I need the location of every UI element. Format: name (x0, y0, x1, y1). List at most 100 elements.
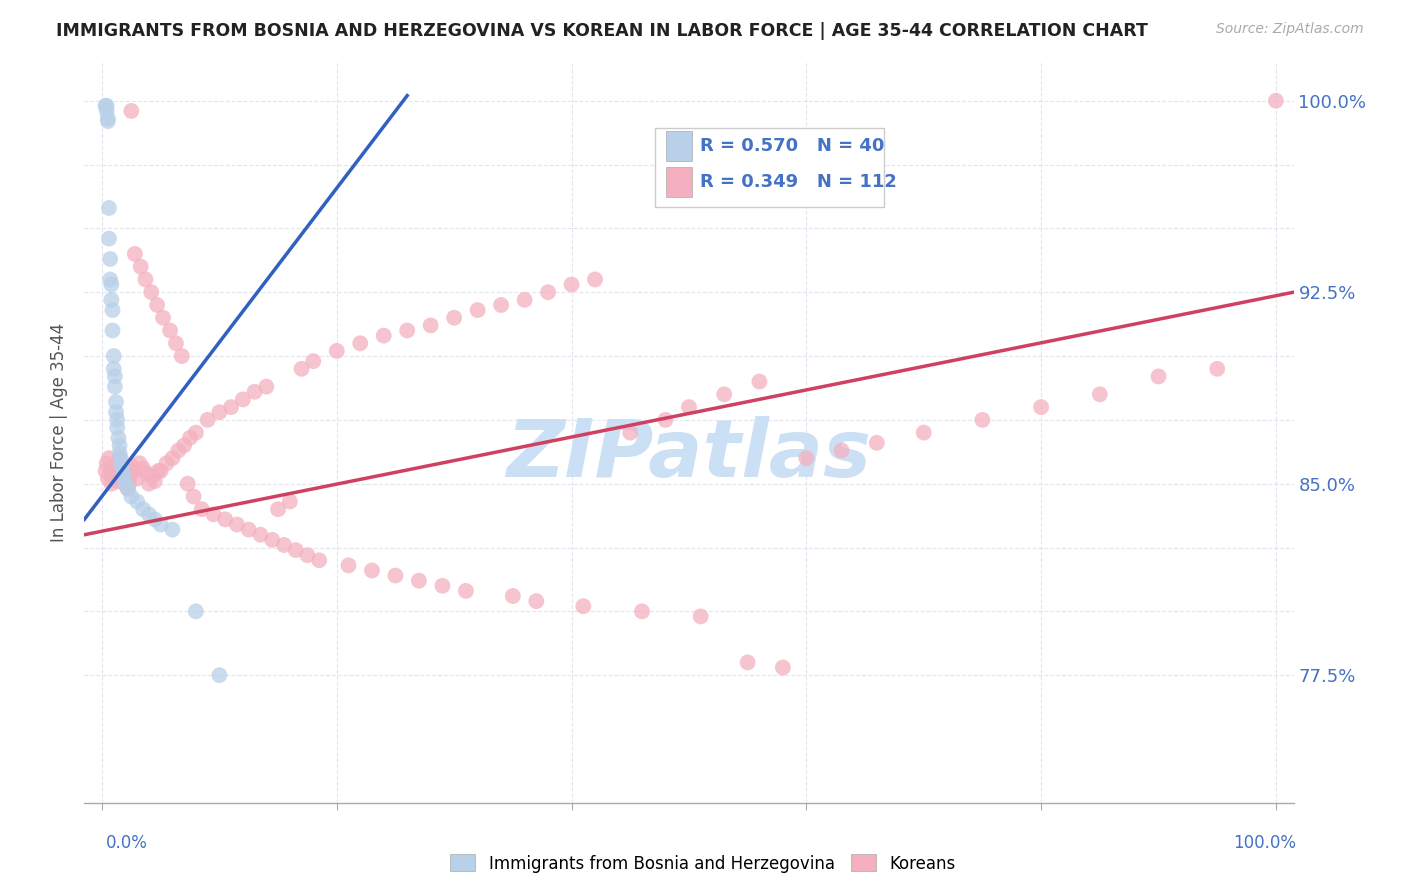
Point (101, 324, 124, 338)
Point (689, 609, 711, 624)
Point (132, 502, 155, 516)
Point (454, 583, 477, 598)
Point (308, 553, 330, 567)
Point (110, 456, 132, 470)
Point (98, 252, 121, 266)
Point (176, 476, 198, 491)
Point (349, 336, 371, 351)
Text: Source: ZipAtlas.com: Source: ZipAtlas.com (1216, 22, 1364, 37)
Point (619, 425, 641, 440)
Point (129, 260, 152, 274)
Point (866, 435, 889, 450)
Point (748, 375, 770, 389)
Point (297, 548, 319, 562)
Point (105, 413, 128, 427)
Point (772, 660, 794, 674)
Point (170, 349, 193, 363)
Point (143, 474, 166, 488)
Point (267, 502, 290, 516)
Point (162, 523, 184, 537)
Point (112, 461, 135, 475)
Point (831, 443, 853, 458)
Point (105, 472, 128, 486)
Point (135, 467, 157, 481)
Point (98, 201, 121, 215)
Point (396, 324, 419, 338)
Point (146, 298, 169, 312)
Point (114, 476, 136, 491)
Point (105, 405, 128, 419)
Point (100, 476, 122, 491)
Point (254, 379, 277, 393)
Point (361, 564, 384, 578)
Point (219, 400, 242, 414)
Point (103, 349, 125, 363)
Point (273, 538, 295, 552)
Point (148, 464, 170, 478)
Point (141, 469, 163, 483)
Point (108, 451, 131, 466)
Point (98, 272, 121, 286)
Point (127, 494, 149, 508)
Point (155, 456, 177, 470)
Point (165, 336, 187, 351)
Point (112, 476, 135, 491)
Point (208, 405, 231, 419)
Point (290, 361, 312, 376)
Point (114, 472, 136, 486)
Point (143, 512, 166, 526)
Point (101, 303, 124, 318)
Point (432, 579, 454, 593)
Legend: Immigrants from Bosnia and Herzegovina, Koreans: Immigrants from Bosnia and Herzegovina, … (443, 847, 963, 880)
Point (98, 451, 121, 466)
Point (912, 425, 935, 440)
Point (278, 494, 301, 508)
Point (159, 324, 181, 338)
Point (513, 293, 536, 307)
Point (112, 467, 135, 481)
Point (214, 512, 236, 526)
Point (141, 285, 163, 300)
Point (104, 379, 127, 393)
Point (262, 533, 284, 547)
Point (122, 464, 145, 478)
Point (138, 476, 160, 491)
Point (737, 656, 759, 670)
Point (631, 604, 654, 618)
Point (1206, 361, 1229, 376)
Point (127, 472, 149, 486)
Point (232, 392, 254, 407)
Point (561, 277, 583, 292)
Point (94, 99, 117, 113)
Point (96, 103, 118, 118)
Point (107, 431, 129, 445)
Point (115, 467, 138, 481)
Point (104, 369, 127, 384)
Point (583, 272, 606, 286)
Text: IMMIGRANTS FROM BOSNIA AND HERZEGOVINA VS KOREAN IN LABOR FORCE | AGE 35-44 CORR: IMMIGRANTS FROM BOSNIA AND HERZEGOVINA V… (56, 22, 1149, 40)
Point (101, 461, 124, 475)
Point (94, 464, 117, 478)
Point (97, 472, 120, 486)
Point (120, 469, 142, 483)
Point (149, 517, 172, 532)
Point (373, 328, 395, 343)
Point (96, 456, 118, 470)
Point (103, 361, 125, 376)
Point (972, 413, 994, 427)
Point (120, 103, 142, 118)
Point (134, 272, 156, 286)
Point (249, 527, 271, 541)
Point (118, 476, 141, 491)
Point (104, 458, 127, 473)
Point (98, 231, 121, 245)
Point (100, 293, 122, 307)
Point (183, 490, 205, 504)
Point (173, 438, 195, 452)
Point (326, 343, 349, 358)
Point (167, 443, 190, 458)
Point (120, 458, 142, 473)
Point (467, 303, 489, 318)
Point (408, 574, 430, 588)
Point (226, 517, 249, 532)
